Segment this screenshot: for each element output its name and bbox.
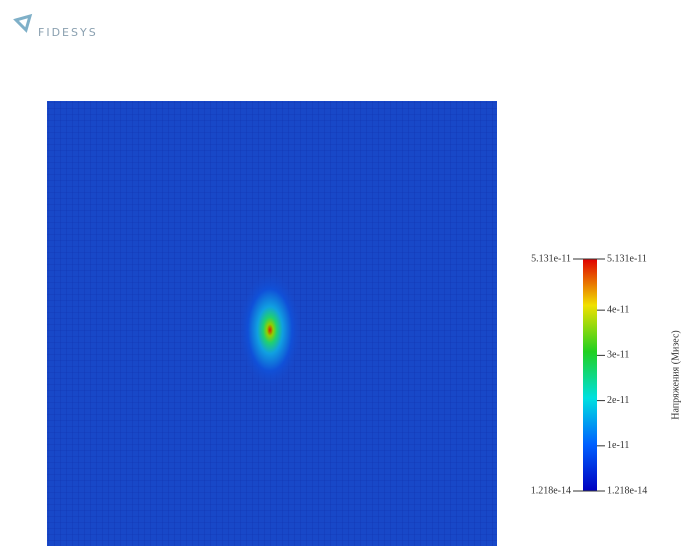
- colorbar-end-label: 5.131e-11: [531, 253, 571, 264]
- colorbar-tick-label: 3e-11: [607, 350, 629, 361]
- model-view: [47, 101, 497, 546]
- colorbar-end-label: 1.218e-14: [531, 485, 571, 496]
- colorbar-end-label: 5.131e-11: [607, 253, 647, 264]
- colorbar-tick-label: 4e-11: [607, 304, 629, 315]
- logo-icon: [13, 13, 33, 33]
- logo-text: FIDESYS: [38, 26, 98, 39]
- stress-concentration: [225, 260, 315, 400]
- logo: FIDESYS: [13, 13, 98, 39]
- colorbar-tick-label: 2e-11: [607, 395, 629, 406]
- colorbar: [583, 259, 597, 491]
- colorbar-end-label: 1.218e-14: [607, 485, 647, 496]
- colorbar-tick-label: 1e-11: [607, 440, 629, 451]
- colorbar-title: Напряжения (Мизес): [670, 330, 681, 419]
